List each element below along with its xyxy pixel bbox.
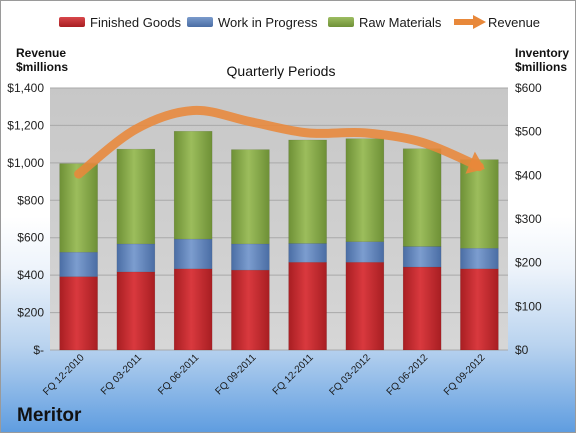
right-tick-label: $200: [515, 256, 542, 270]
left-tick-label: $1,200: [7, 118, 44, 132]
bar-raw-materials: [345, 138, 385, 242]
bar-raw-materials: [116, 148, 156, 245]
left-axis-title-line2: $millions: [16, 60, 69, 74]
left-axis-title-line1: Revenue: [16, 46, 67, 60]
bar-finished-goods: [460, 268, 499, 351]
category-label: FQ 09-2011: [214, 352, 259, 397]
bar-work-in-progress: [345, 241, 385, 263]
category-label: FQ 12-2010: [41, 352, 87, 398]
legend-label: Finished Goods: [90, 15, 182, 30]
right-tick-label: $0: [515, 343, 529, 357]
bar-finished-goods: [402, 266, 442, 351]
bar-finished-goods: [173, 268, 213, 351]
right-tick-label: $400: [515, 168, 542, 182]
company-name: Meritor: [17, 405, 82, 426]
chart-title: Quarterly Periods: [227, 63, 336, 79]
category-axis-labels: FQ 12-2010 FQ 03-2011 FQ 06-2011 FQ 09-2011…: [41, 352, 488, 398]
bar-raw-materials: [288, 139, 327, 244]
category-label: FQ 09-2012: [442, 352, 488, 398]
bar-work-in-progress: [173, 238, 213, 270]
legend-label: Revenue: [488, 15, 541, 30]
right-axis-title: Inventory $millions: [515, 46, 569, 74]
bar-finished-goods: [59, 276, 98, 351]
bar-raw-materials: [402, 148, 442, 247]
category-label: FQ 03-2012: [327, 352, 373, 398]
right-axis-ticks: $0 $100 $200 $300 $400 $500 $600: [515, 81, 542, 357]
bar-work-in-progress: [460, 248, 499, 270]
bar-work-in-progress: [59, 251, 98, 277]
legend-label: Work in Progress: [218, 15, 318, 30]
bar-finished-goods: [345, 261, 385, 351]
category-label: FQ 06-2011: [156, 352, 201, 397]
category-label: FQ 12-2011: [271, 352, 316, 397]
legend-label: Raw Materials: [359, 15, 442, 30]
right-axis-title-line2: $millions: [515, 60, 568, 74]
revenue-arrowhead: [465, 151, 485, 174]
left-tick-label: $600: [17, 231, 44, 245]
left-axis-title: Revenue $millions: [16, 46, 68, 74]
right-axis-title-line1: Inventory: [515, 46, 570, 60]
revenue-line-path: [74, 105, 484, 179]
bar-work-in-progress: [402, 246, 442, 268]
right-tick-label: $500: [515, 125, 542, 139]
revenue-line: [74, 105, 485, 179]
left-tick-label: $1,000: [7, 156, 44, 170]
bar-work-in-progress: [116, 243, 156, 273]
left-axis-ticks: $- $200 $400 $600 $800 $1,000 $1,200 $1,400: [7, 81, 44, 357]
right-tick-label: $100: [515, 299, 542, 313]
bar-work-in-progress: [231, 243, 270, 271]
bar-finished-goods: [231, 269, 270, 351]
raw-materials-swatch: [328, 17, 354, 27]
legend: Finished Goods Work in Progress Raw Mate…: [1, 15, 575, 35]
finished-goods-swatch: [59, 17, 85, 27]
bar-finished-goods: [116, 271, 156, 351]
left-tick-label: $400: [17, 268, 44, 282]
right-tick-label: $600: [515, 81, 542, 95]
bar-raw-materials: [173, 130, 213, 240]
work-in-progress-swatch: [187, 17, 213, 27]
revenue-arrow-icon: [454, 15, 486, 29]
left-tick-label: $1,400: [7, 81, 44, 95]
category-label: FQ 03-2011: [99, 352, 144, 397]
bar-finished-goods: [288, 261, 327, 351]
right-tick-label: $300: [515, 212, 542, 226]
bars: [59, 130, 499, 351]
bar-work-in-progress: [288, 243, 327, 263]
bar-raw-materials: [460, 159, 499, 249]
category-label: FQ 06-2012: [385, 352, 431, 398]
left-tick-label: $200: [17, 306, 44, 320]
left-tick-label: $800: [17, 193, 44, 207]
left-tick-label: $-: [33, 343, 44, 357]
bar-raw-materials: [231, 149, 270, 245]
